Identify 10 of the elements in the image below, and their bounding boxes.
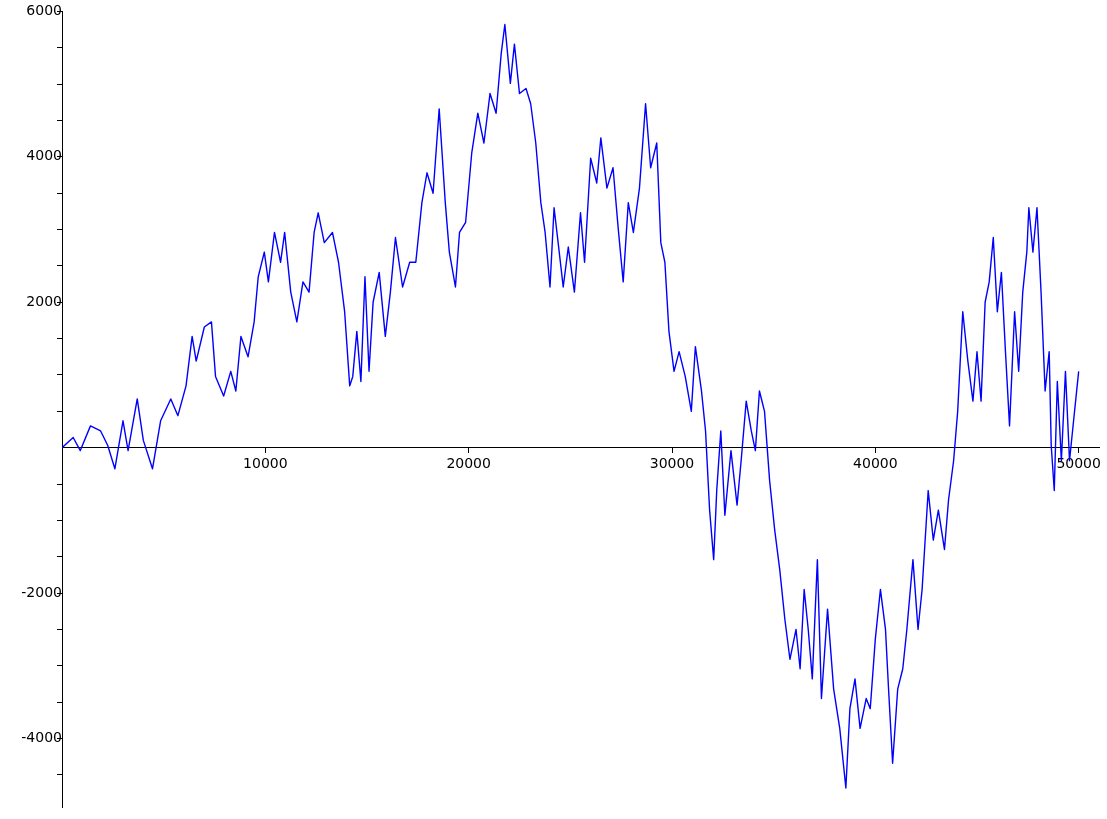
x-tick-label: 50000 [1056, 454, 1101, 471]
y-tick-label: 6000 [26, 2, 62, 19]
y-tick-label: -4000 [21, 729, 62, 746]
y-tick-label: 4000 [26, 147, 62, 164]
x-tick-label: 20000 [446, 454, 491, 471]
x-tick-label: 40000 [853, 454, 898, 471]
x-tick-label: 10000 [243, 454, 288, 471]
x-tick-label: 30000 [649, 454, 695, 471]
y-tick-label: 2000 [26, 292, 62, 309]
y-tick-label: -2000 [21, 583, 62, 600]
